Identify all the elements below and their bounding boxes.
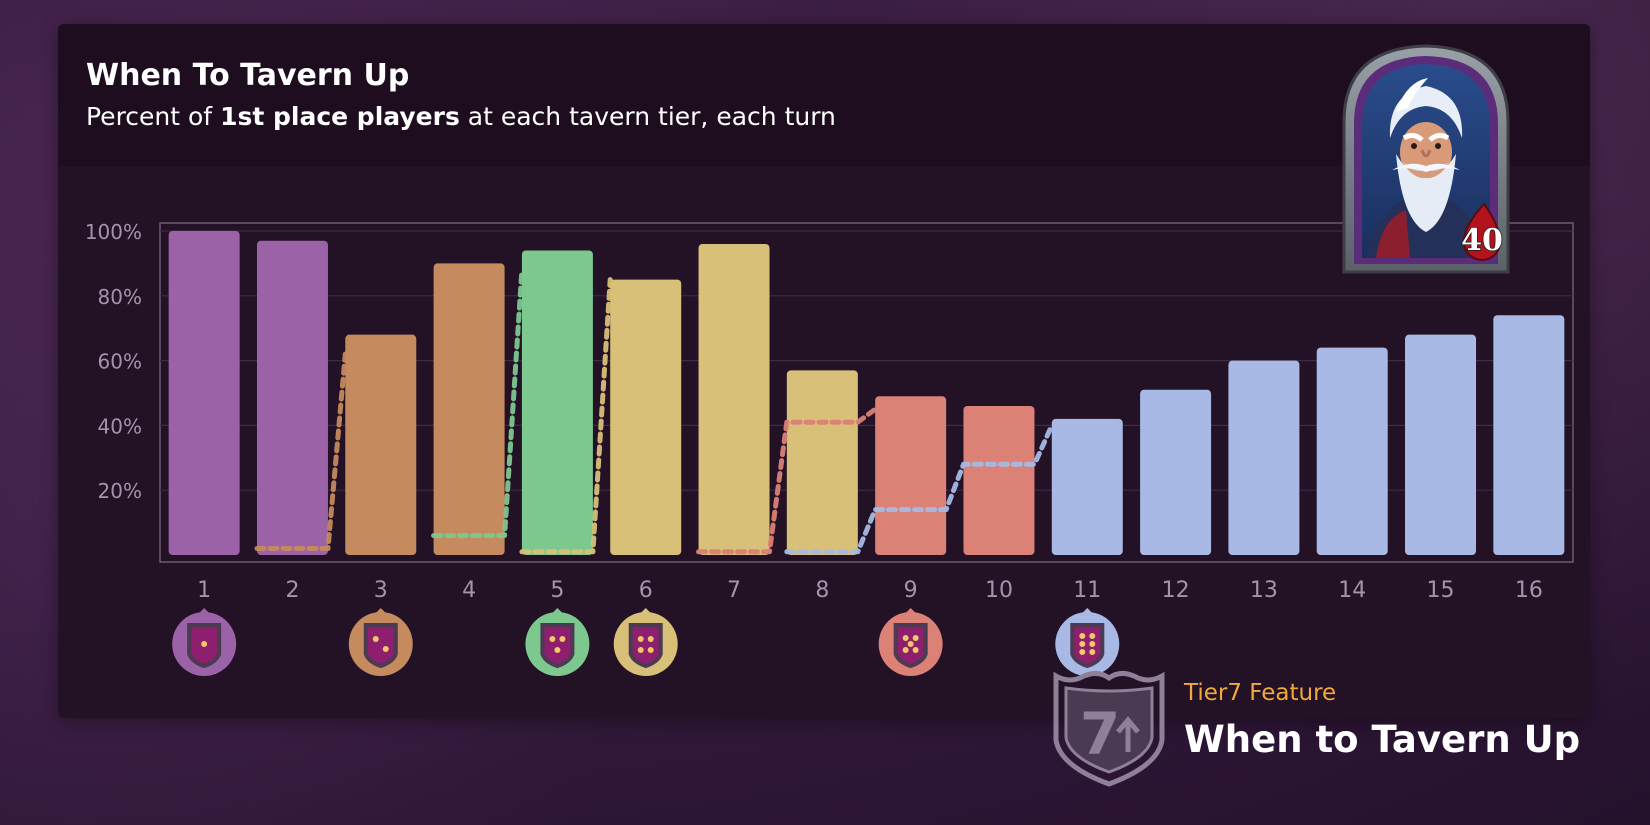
x-tick-label: 7 [727,578,741,603]
tier-3-badge-icon [525,608,590,676]
x-tick-label: 3 [374,578,388,603]
x-tick-label: 13 [1250,578,1278,603]
tier7-logo-text: 7 [1080,700,1120,768]
x-tick-label: 12 [1162,578,1190,603]
bar-turn-3 [345,334,417,555]
tier7-logo-icon: 7 [1053,670,1165,787]
badge-pip [1089,633,1096,639]
y-tick-label: 80% [98,285,142,309]
bar-turn-2 [256,240,328,555]
feature-title: When to Tavern Up [1184,718,1581,761]
x-tick-label: 10 [985,578,1013,603]
bar-turn-11 [1051,418,1123,555]
plot-frame [159,222,1574,563]
y-tick-label: 20% [98,479,142,503]
x-tick-label: 2 [285,578,299,603]
x-tick-label: 4 [462,578,476,603]
badge-pip [382,646,389,652]
badge-pip [637,647,644,653]
hero-portrait-icon: 40 [1342,44,1510,274]
hero-health: 40 [1461,223,1503,258]
badge-pip [201,641,208,647]
bar-turn-13 [1228,360,1300,555]
x-tick-label: 1 [197,578,211,603]
chart-subtitle: Percent of 1st place players at each tav… [86,102,836,131]
next-tier-line-2 [431,267,525,539]
bar-turn-8 [786,370,858,555]
badge-shield [628,623,663,669]
subtitle-prefix: Percent of [86,102,221,131]
bar-turn-14 [1316,347,1388,555]
y-tick-label: 40% [98,414,142,438]
bar-turn-9 [875,396,947,555]
next-tier-line-4 [696,406,878,555]
badge-pip [1089,641,1096,647]
badge-pip [372,636,379,642]
badge-pip [1089,649,1096,655]
next-tier-line-5 [784,422,1055,555]
bar-turn-4 [433,263,505,555]
x-tick-label: 15 [1427,578,1455,603]
badge-pip [1079,633,1086,639]
tier-1-badge-icon [172,608,237,676]
badge-shield [1070,623,1105,669]
tier-6-badge-icon [1055,608,1120,676]
badge-pip [907,641,914,647]
badge-shield [363,623,398,669]
bar-turn-7 [698,243,770,555]
tier-2-badge-icon [348,608,413,676]
x-tick-label: 8 [815,578,829,603]
bar-turn-6 [610,279,682,555]
x-tick-label: 5 [550,578,564,603]
y-tick-label: 100% [85,220,142,244]
badge-pip [647,636,654,642]
bar-turn-10 [963,405,1035,555]
next-tier-line-1 [254,351,348,551]
x-tick-label: 6 [639,578,653,603]
badge-pip [912,635,919,641]
bar-turn-15 [1405,334,1477,555]
badge-pip [647,647,654,653]
bar-turn-1 [168,231,240,555]
subtitle-suffix: at each tavern tier, each turn [459,102,836,131]
badge-pip [1079,649,1086,655]
x-tick-label: 11 [1073,578,1101,603]
next-tier-line-3 [519,277,613,555]
chart-title: When To Tavern Up [86,58,410,93]
x-tick-label: 16 [1515,578,1543,603]
tier-5-badge-icon [878,608,943,676]
y-tick-label: 60% [98,350,142,374]
badge-pip [559,636,566,642]
badge-pip [637,636,644,642]
bar-turn-5 [521,250,593,555]
feature-label: Tier7 Feature [1184,680,1337,706]
badge-pip [912,647,919,653]
tier-4-badge-icon [613,608,678,676]
x-tick-label: 9 [904,578,918,603]
badge-pip [902,635,909,641]
x-tick-label: 14 [1338,578,1366,603]
badge-pip [1079,641,1086,647]
badge-shield [540,623,575,669]
bar-turn-16 [1493,315,1565,555]
badge-pip [549,636,556,642]
subtitle-bold: 1st place players [220,102,460,131]
panel-header [58,24,1590,166]
bar-turn-12 [1140,389,1212,555]
badge-pip [554,647,561,653]
badge-pip [902,647,909,653]
